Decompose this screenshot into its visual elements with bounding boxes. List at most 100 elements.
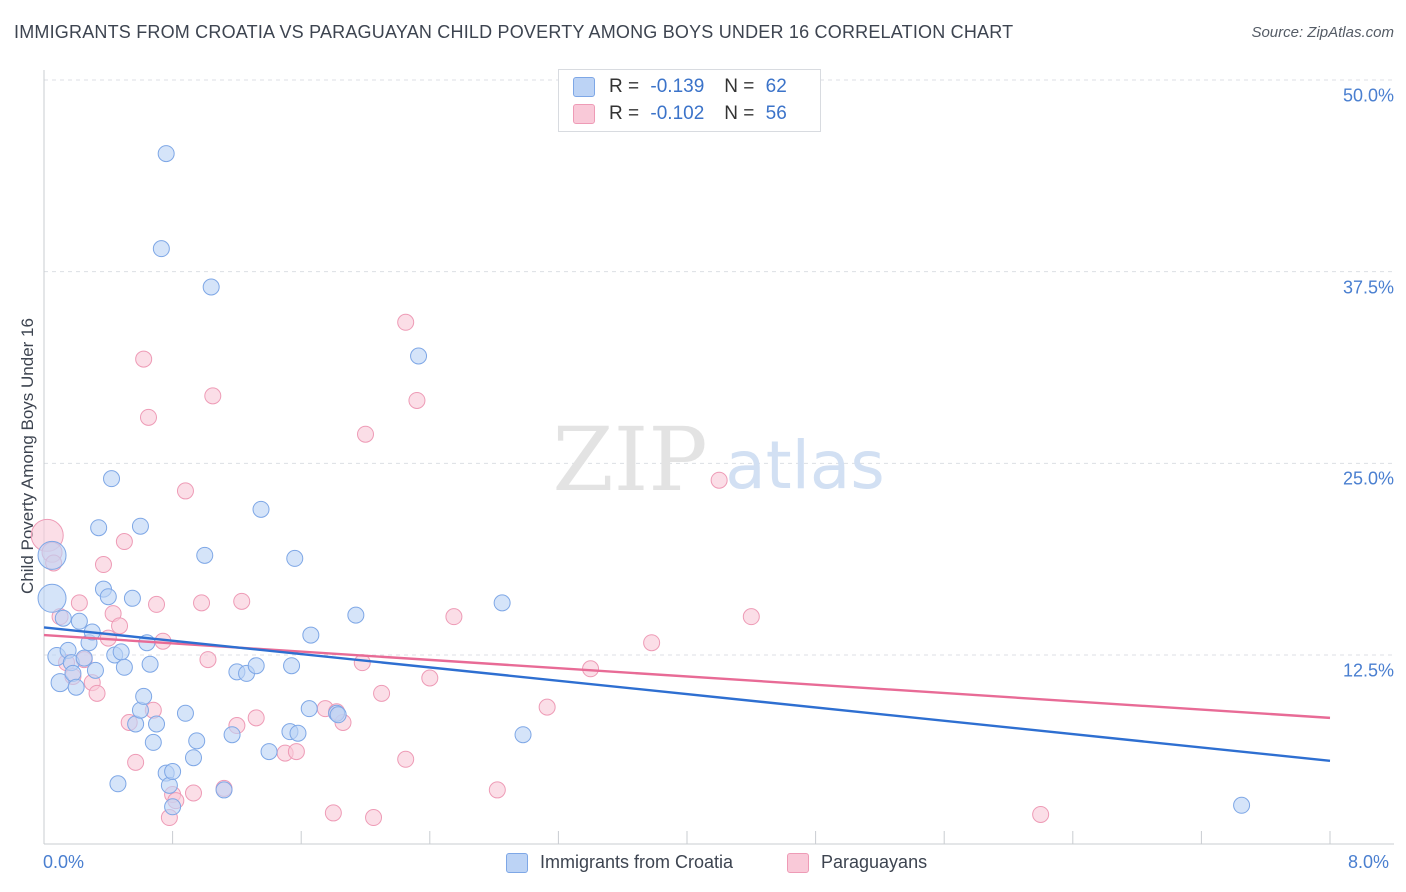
data-point: [176, 704, 194, 722]
data-point: [111, 617, 129, 635]
blue-swatch-icon: [573, 77, 595, 97]
data-point: [397, 313, 415, 331]
axes: [43, 70, 1394, 845]
data-point: [445, 608, 463, 626]
data-point: [99, 588, 117, 606]
correlation-legend: R = -0.139 N = 62 R = -0.102 N = 56: [558, 69, 821, 132]
data-point: [215, 781, 233, 799]
x-tick-left: 0.0%: [43, 852, 85, 872]
data-point: [90, 519, 108, 537]
legend-item-croatia[interactable]: Immigrants from Croatia: [506, 852, 733, 873]
data-point: [421, 669, 439, 687]
data-point: [139, 408, 157, 426]
data-point: [202, 278, 220, 296]
y-tick-label: 37.5%: [1342, 277, 1394, 298]
data-point: [75, 649, 93, 667]
watermark: ZIP atlas: [552, 408, 884, 511]
r-label: R =: [609, 103, 640, 124]
data-point: [157, 145, 175, 163]
r-value: -0.139: [650, 76, 705, 97]
data-point: [196, 546, 214, 564]
data-point: [152, 240, 170, 258]
data-point: [184, 784, 202, 802]
pink-swatch-icon: [787, 852, 809, 873]
data-point: [188, 732, 206, 750]
watermark-zip: ZIP: [552, 408, 707, 511]
data-point: [115, 533, 133, 551]
grid-lines: [44, 79, 1394, 656]
data-point: [94, 556, 112, 574]
watermark-atlas: atlas: [725, 427, 885, 504]
data-point: [286, 549, 304, 567]
data-point: [86, 661, 104, 679]
n-label: N =: [724, 76, 755, 97]
data-point: [160, 776, 178, 794]
data-point: [1233, 796, 1251, 814]
data-point: [329, 706, 347, 724]
data-point: [1032, 805, 1050, 823]
data-point: [148, 595, 166, 613]
data-point: [64, 664, 82, 682]
chart-title: IMMIGRANTS FROM CROATIA VS PARAGUAYAN CH…: [14, 22, 1014, 42]
data-point: [223, 726, 241, 744]
croatia-points: [37, 145, 1251, 816]
source-label: Source: ZipAtlas.com: [1251, 24, 1394, 41]
data-point: [199, 651, 217, 669]
data-point: [324, 804, 342, 822]
data-point: [287, 743, 305, 761]
data-point: [410, 347, 428, 365]
data-point: [37, 540, 67, 570]
data-point: [176, 482, 194, 500]
data-point: [67, 678, 85, 696]
data-point: [252, 500, 270, 518]
pink-swatch-icon: [573, 104, 595, 124]
data-point: [88, 684, 106, 702]
data-point: [300, 700, 318, 718]
data-point: [538, 698, 556, 716]
data-point: [103, 470, 121, 488]
data-point: [397, 750, 415, 768]
data-point: [514, 726, 532, 744]
legend-label-croatia: Immigrants from Croatia: [540, 852, 734, 872]
r-value: -0.102: [650, 103, 705, 124]
data-point: [70, 594, 88, 612]
data-point: [127, 753, 145, 771]
data-point: [260, 743, 278, 761]
data-point: [247, 709, 265, 727]
data-point: [164, 798, 182, 816]
data-point: [115, 658, 133, 676]
data-point: [135, 350, 153, 368]
blue-swatch-icon: [506, 852, 528, 873]
data-point: [643, 634, 661, 652]
data-point: [493, 594, 511, 612]
data-point: [131, 701, 149, 719]
data-point: [148, 715, 166, 733]
data-point: [70, 612, 88, 630]
data-point: [112, 643, 130, 661]
data-point: [357, 425, 374, 443]
n-label: N =: [724, 103, 755, 124]
legend-row-paraguayans: R = -0.102 N = 56: [573, 103, 787, 125]
data-point: [135, 687, 153, 705]
n-value: 56: [765, 103, 787, 124]
paraguayans-points: [30, 313, 1050, 827]
data-point: [347, 606, 365, 624]
trend-lines: [43, 626, 1331, 762]
data-point: [144, 733, 162, 751]
data-point: [131, 517, 149, 535]
legend-item-paraguayans[interactable]: Paraguayans: [787, 852, 927, 873]
y-tick-label: 50.0%: [1342, 85, 1394, 106]
data-point: [247, 657, 265, 675]
data-point: [193, 594, 211, 612]
data-point: [488, 781, 506, 799]
data-point: [742, 608, 760, 626]
data-point: [289, 724, 307, 742]
y-tick-label: 12.5%: [1342, 660, 1394, 681]
data-point: [204, 387, 222, 405]
r-label: R =: [609, 76, 640, 97]
data-point: [109, 775, 127, 793]
trend-line-croatia: [43, 626, 1331, 762]
data-point: [233, 592, 251, 610]
data-point: [123, 589, 141, 607]
